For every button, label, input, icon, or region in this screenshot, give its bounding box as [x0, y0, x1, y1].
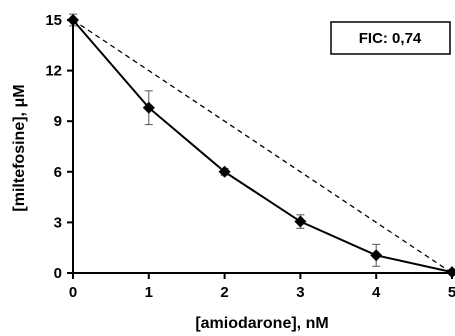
- additivity-line-layer: [72, 19, 453, 274]
- data-series-line: [72, 19, 453, 274]
- fic-annotation-text: FIC: 0,74: [359, 30, 422, 47]
- y-tick-label: 0: [54, 265, 62, 282]
- y-tick-label: 15: [45, 12, 62, 29]
- y-tick-group: 0 3 6 9 12 15: [45, 12, 73, 282]
- fic-annotation-box: [330, 21, 451, 55]
- marker-layer: [67, 14, 455, 279]
- y-tick-label: 12: [45, 63, 62, 80]
- data-point-marker: [294, 215, 307, 228]
- x-tick-label: 3: [296, 284, 304, 301]
- y-axis-title: [miltefosine], μM: [11, 84, 28, 211]
- x-tick-label: 4: [372, 284, 381, 301]
- x-tick-label: 1: [145, 284, 153, 301]
- data-point-marker: [370, 249, 383, 262]
- x-tick-label: 5: [448, 284, 455, 301]
- data-curve-layer: [72, 19, 453, 274]
- x-tick-group: 0 1 2 3 4 5: [69, 273, 455, 301]
- y-tick-label: 9: [54, 113, 62, 130]
- data-point-marker: [142, 101, 155, 114]
- y-tick-label: 6: [54, 164, 62, 181]
- data-point-marker: [218, 165, 231, 178]
- x-tick-label: 0: [69, 284, 77, 301]
- x-axis-title: [amiodarone], nM: [195, 315, 328, 332]
- x-tick-label: 2: [220, 284, 228, 301]
- additivity-dashed-line: [72, 19, 453, 274]
- y-tick-label: 3: [54, 214, 62, 231]
